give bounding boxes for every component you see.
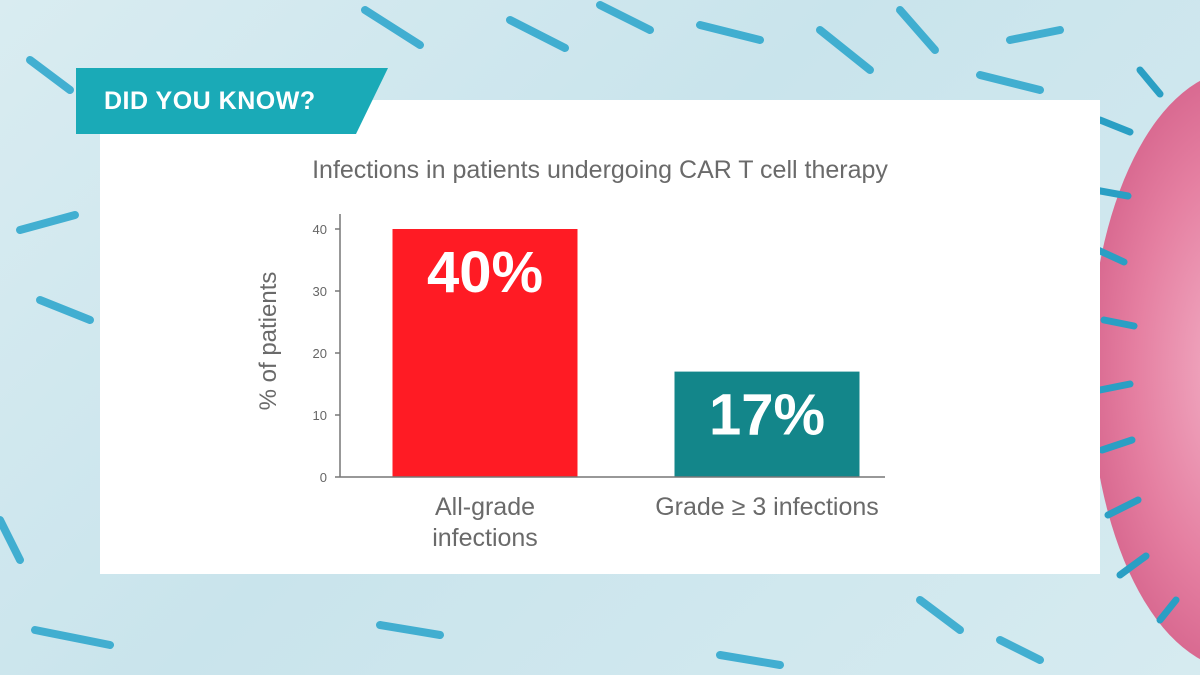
bar-0 <box>392 229 578 477</box>
y-tick-label-0: 0 <box>320 470 327 485</box>
category-label-0-line-0: All-grade <box>435 493 535 521</box>
data-label-0: 40% <box>427 240 543 305</box>
y-axis-label: % of patients <box>255 272 282 411</box>
bars-group: 40% 17% <box>392 229 860 477</box>
y-tick-label-10: 10 <box>313 408 327 423</box>
antibody-icons <box>0 1 1064 669</box>
category-label-0-line-1: infections <box>432 524 538 552</box>
category-label-1-line-0: Grade ≥ 3 infections <box>655 493 879 521</box>
badge-label: DID YOU KNOW? <box>104 87 316 115</box>
chart-title: Infections in patients undergoing CAR T … <box>312 156 888 184</box>
bar-1 <box>674 371 860 477</box>
y-tick-label-40: 40 <box>313 222 327 237</box>
data-label-1: 17% <box>709 383 825 448</box>
virus-particle <box>1090 66 1200 660</box>
chart-card <box>100 100 1100 574</box>
y-tick-label-20: 20 <box>313 346 327 361</box>
y-tick-label-30: 30 <box>313 284 327 299</box>
axes-group: All-grade infections Grade ≥ 3 infections 0… <box>255 214 885 552</box>
did-you-know-badge <box>76 68 388 134</box>
